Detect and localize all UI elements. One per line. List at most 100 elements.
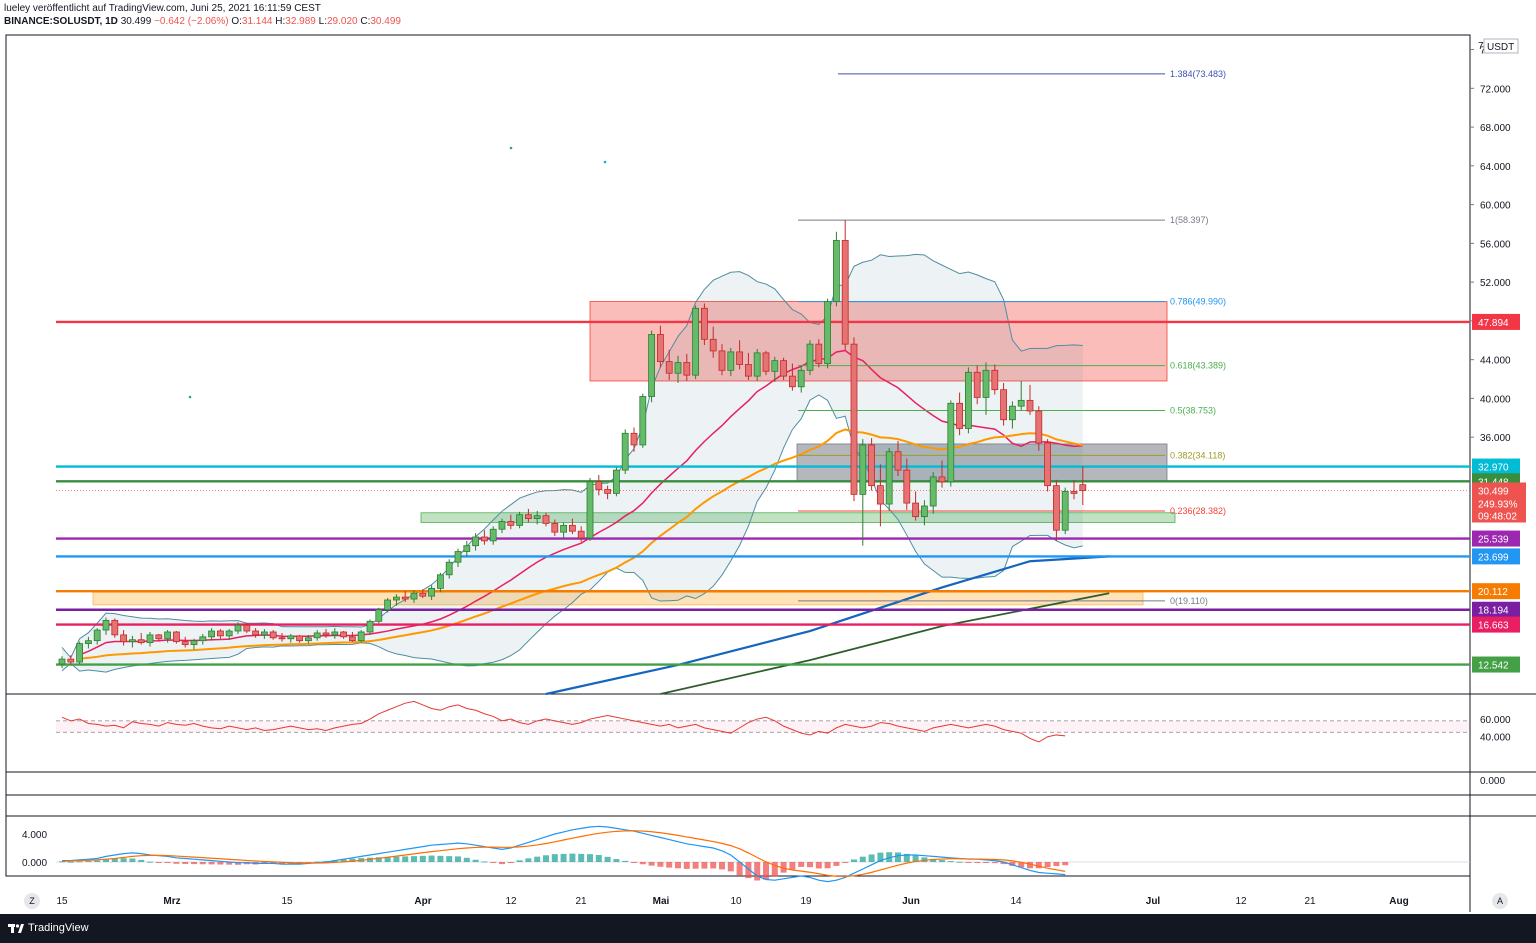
candle-body	[551, 523, 559, 533]
candle-body	[745, 364, 752, 377]
candle-body	[1061, 491, 1069, 531]
time-tick-label: 21	[575, 896, 587, 907]
time-tick-label: 15	[281, 896, 293, 907]
candle-body	[1026, 399, 1034, 412]
macd-histogram-bar	[59, 861, 65, 863]
candle-body	[269, 631, 277, 639]
candle-body	[683, 362, 691, 376]
candle-body	[797, 369, 805, 388]
level-label-box-3	[1472, 530, 1520, 547]
macd-histogram-bar	[490, 862, 497, 863]
candle-body	[348, 636, 356, 642]
candle-body	[155, 634, 163, 640]
macd-histogram-bar	[1044, 862, 1051, 868]
candle-body	[912, 502, 919, 518]
zone-support-green	[420, 512, 1176, 523]
macd-histogram-bar	[895, 852, 901, 862]
macd-histogram-bar	[666, 862, 673, 868]
macd-histogram-bar	[446, 856, 453, 862]
macd-histogram-bar	[94, 860, 101, 862]
candle-body	[903, 469, 911, 504]
candle-body	[727, 351, 735, 371]
high-label: H:	[275, 16, 286, 27]
macd-histogram-bar	[455, 856, 461, 862]
candle-body	[419, 592, 427, 597]
candle-body	[692, 307, 699, 376]
symbol-line: BINANCE:SOLUSDT, 1D 30.499 −0.642 (−2.06…	[4, 16, 401, 27]
macd-histogram-bar	[569, 853, 576, 862]
level-label-box-0	[1472, 313, 1520, 330]
candle-body	[76, 643, 83, 663]
candle-body	[938, 476, 946, 483]
publisher-line: lueley veröffentlicht auf TradingView.co…	[4, 3, 321, 14]
candle-body	[771, 360, 779, 372]
candle-body	[216, 630, 224, 637]
macd-histogram-bar	[824, 862, 831, 869]
candle-body	[885, 451, 893, 505]
time-tick-label: Jul	[1146, 896, 1161, 907]
macd-tick-label: 0.000	[22, 858, 47, 869]
candle-body	[806, 343, 814, 371]
macd-histogram-bar	[991, 862, 998, 864]
macd-histogram-bar	[1062, 862, 1069, 866]
candle-body	[1044, 442, 1051, 487]
level-label-1: 32.970	[1478, 463, 1509, 474]
candle-body	[665, 361, 673, 374]
marker-dot	[509, 146, 513, 150]
candle-body	[991, 369, 999, 391]
close-value: 30.499	[370, 16, 401, 27]
candle-body	[947, 402, 955, 483]
macd-histogram-bar	[270, 862, 277, 864]
fib-label-0: 1.384(73.483)	[1170, 69, 1226, 79]
macd-histogram-bar	[578, 853, 585, 862]
rsi-tick-label: 60.000	[1480, 715, 1511, 726]
candle-body	[164, 631, 172, 640]
macd-histogram-bar	[67, 861, 74, 863]
candle-body	[525, 514, 532, 519]
macd-histogram-bar	[543, 855, 549, 862]
macd-histogram-bar	[279, 862, 285, 864]
level-label-4: 23.699	[1478, 552, 1509, 563]
open-label: O:	[231, 16, 242, 27]
candle-body	[128, 639, 136, 643]
macd-histogram-bar	[551, 854, 558, 862]
level-label-box-8	[1472, 656, 1520, 673]
fib-label-1: 1(58.397)	[1170, 215, 1209, 225]
candle-body	[1035, 410, 1043, 444]
macd-histogram-bar	[375, 857, 382, 862]
macd-histogram-bar	[613, 859, 620, 862]
macd-histogram-bar	[191, 862, 197, 865]
candle-body	[401, 596, 409, 600]
macd-histogram-bar	[807, 862, 813, 868]
candle-body	[780, 360, 787, 377]
symbol-name[interactable]: BINANCE:SOLUSDT, 1D	[4, 16, 118, 27]
price-tick-label: 52.000	[1480, 278, 1511, 289]
macd-histogram-bar	[903, 853, 910, 862]
macd-histogram-bar	[912, 855, 919, 862]
macd-line	[62, 825, 1066, 883]
fib-label-4: 0.5(38.753)	[1170, 406, 1216, 416]
candle-body	[1000, 389, 1007, 421]
candle-body	[137, 639, 145, 644]
candle-body	[613, 469, 620, 494]
candle-body	[718, 350, 726, 371]
macd-histogram-bar	[736, 862, 743, 876]
zone-support-orange	[92, 591, 1144, 606]
log-scale-button[interactable]: Z	[24, 893, 40, 909]
auto-scale-button[interactable]: A	[1492, 893, 1508, 909]
macd-histogram-bar	[499, 862, 505, 865]
macd-histogram-bar	[745, 862, 752, 879]
macd-histogram-bar	[164, 862, 171, 863]
fib-label-7: 0(19.110)	[1170, 596, 1208, 606]
macd-histogram-bar	[138, 859, 145, 862]
macd-histogram-bar	[305, 862, 312, 863]
candle-body	[868, 444, 875, 487]
last-price: 30.499	[120, 16, 152, 27]
macd-histogram-bar	[886, 852, 893, 862]
candle-body	[701, 307, 708, 340]
macd-histogram-bar	[675, 862, 681, 869]
candle-body	[630, 432, 638, 446]
macd-tick-label: 4.000	[22, 830, 47, 841]
macd-histogram-bar	[595, 855, 602, 862]
trading-chart[interactable]: 76.00072.00068.00064.00060.00056.00052.0…	[0, 0, 1536, 914]
